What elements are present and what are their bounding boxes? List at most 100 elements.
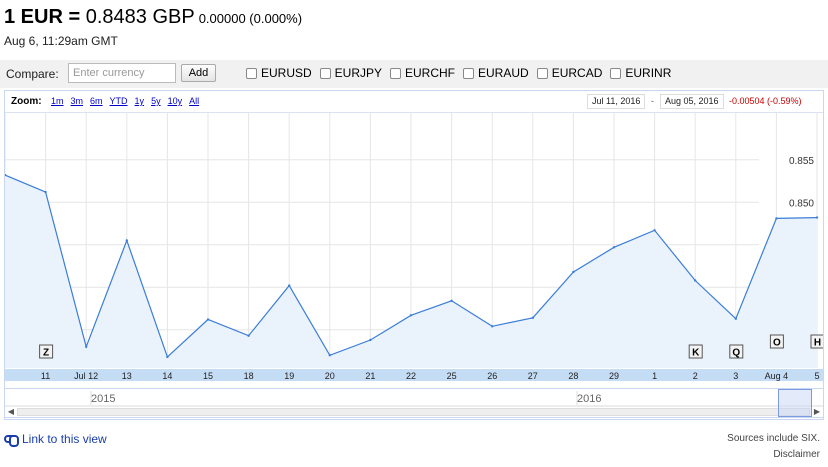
price-change: 0.00000 (0.000%)	[198, 11, 303, 26]
x-tick-label: 29	[609, 371, 619, 381]
compare-pair-eurchf[interactable]: EURCHF	[390, 66, 455, 80]
compare-pair-eurcad[interactable]: EURCAD	[536, 66, 603, 80]
compare-pair-eurjpy[interactable]: EURJPY	[319, 66, 383, 80]
event-marker-letter: O	[773, 338, 781, 349]
zoom-links: 1m 3m 6m YTD 1y 5y 10y All	[51, 96, 206, 106]
zoom-link-6m[interactable]: 6m	[90, 96, 103, 106]
x-tick-label: Aug 4	[765, 371, 789, 381]
y-tick-label: 0.850	[789, 198, 814, 209]
data-point	[450, 299, 453, 303]
range-separator: -	[651, 96, 654, 106]
data-point	[328, 354, 331, 357]
y-tick-label: 0.855	[789, 156, 814, 167]
event-marker-z[interactable]: Z	[39, 344, 54, 359]
compare-bar: Compare: Add EURUSDEURJPYEURCHFEURAUDEUR…	[0, 60, 828, 88]
data-point	[531, 316, 534, 320]
zoom-link-10y[interactable]: 10y	[167, 96, 183, 106]
compare-currency-input[interactable]	[68, 63, 176, 83]
data-point	[694, 279, 697, 282]
x-tick-label: 15	[203, 371, 213, 381]
zoom-bar: Zoom: 1m 3m 6m YTD 1y 5y 10y All Jul 11, 2016 -…	[5, 91, 823, 113]
range-end-field[interactable]: Aug 05, 2016	[660, 94, 724, 109]
event-marker-o[interactable]: O	[769, 334, 784, 349]
compare-pair-label: EURUSD	[261, 66, 312, 80]
data-point	[44, 190, 47, 194]
x-tick-label: 25	[447, 371, 457, 381]
x-tick-label: 26	[487, 371, 497, 381]
data-point	[369, 338, 372, 342]
data-point	[247, 334, 250, 337]
quote-timestamp: Aug 6, 11:29am GMT	[4, 34, 118, 48]
event-marker-letter: K	[692, 348, 700, 359]
price-lead: 1 EUR =	[4, 6, 81, 28]
checkbox-icon[interactable]	[610, 67, 622, 79]
event-marker-letter: Q	[732, 348, 740, 359]
range-change: -0.00504 (-0.59%)	[729, 96, 802, 106]
price-header: 1 EUR = 0.8483 GBP 0.00000 (0.000%)	[4, 6, 302, 29]
zoom-link-3m[interactable]: 3m	[70, 96, 84, 106]
compare-pair-eurinr[interactable]: EURINR	[610, 66, 671, 80]
data-point	[125, 239, 128, 242]
event-marker-letter: H	[814, 338, 821, 349]
checkbox-icon[interactable]	[536, 67, 548, 79]
data-point	[85, 345, 88, 348]
x-tick-label: 13	[122, 371, 132, 381]
data-point	[206, 318, 210, 321]
x-tick-label: 22	[406, 371, 416, 381]
compare-pair-eurusd[interactable]: EURUSD	[246, 66, 312, 80]
event-marker-k[interactable]: K	[688, 344, 703, 359]
zoom-link-1y[interactable]: 1y	[134, 96, 145, 106]
zoom-link-1m[interactable]: 1m	[51, 96, 64, 106]
data-point	[288, 284, 291, 287]
zoom-label: Zoom:	[11, 96, 42, 107]
event-marker-box	[729, 344, 744, 359]
x-tick-label: 3	[733, 371, 738, 381]
compare-pair-label: EURCAD	[551, 66, 603, 80]
checkbox-icon[interactable]	[246, 67, 257, 79]
event-marker-q[interactable]: Q	[729, 344, 744, 359]
data-point	[166, 355, 169, 359]
data-point	[775, 217, 778, 220]
add-currency-button[interactable]: Add	[181, 64, 216, 82]
compare-pair-label: EURCHF	[405, 66, 456, 80]
event-marker-box	[39, 344, 54, 359]
zoom-link-ytd[interactable]: YTD	[109, 96, 128, 106]
data-point	[612, 246, 616, 249]
data-point	[815, 216, 819, 219]
checkbox-icon[interactable]	[319, 67, 331, 79]
compare-pair-list: EURUSD EURJPY EURCHF EURAUD EURCAD EURINR	[246, 66, 679, 80]
zoom-link-5y[interactable]: 5y	[151, 96, 161, 106]
link-to-view-label: Link to this view	[22, 432, 107, 446]
checkbox-icon[interactable]	[390, 67, 402, 79]
data-point	[653, 229, 656, 232]
range-start-field[interactable]: Jul 11, 2016	[587, 94, 646, 109]
compare-pair-label: EURJPY	[334, 66, 383, 80]
navigator-selection-window[interactable]	[778, 389, 812, 417]
timeline-navigator[interactable]: 2015 2016 ◀ ▶	[4, 388, 824, 418]
sources-note: Sources include SIX.	[727, 433, 820, 444]
x-tick-label: 19	[284, 371, 294, 381]
checkbox-icon[interactable]	[463, 67, 475, 79]
navigator-sparkline	[5, 391, 823, 407]
zoom-link-all[interactable]: All	[189, 96, 200, 106]
x-tick-label: 5	[814, 371, 819, 381]
x-axis-band	[5, 369, 823, 381]
x-tick-label: 27	[528, 371, 538, 381]
disclaimer-link[interactable]: Disclaimer	[773, 449, 820, 460]
navigator-scroll-left-icon[interactable]: ◀	[7, 407, 15, 416]
data-point	[734, 317, 737, 320]
compare-pair-label: EURINR	[625, 66, 672, 80]
x-tick-label: 14	[162, 371, 172, 381]
link-to-view[interactable]: Link to this view	[4, 432, 107, 447]
compare-label: Compare:	[6, 67, 59, 81]
navigator-scrollbar[interactable]	[17, 408, 810, 416]
compare-pair-euraud[interactable]: EURAUD	[463, 66, 529, 80]
x-tick-label: 20	[325, 371, 335, 381]
event-marker-h[interactable]: H	[810, 334, 823, 349]
navigator-scroll-right-icon[interactable]: ▶	[813, 407, 821, 416]
x-tick-label: 1	[652, 371, 657, 381]
x-tick-label: 18	[244, 371, 254, 381]
x-tick-label: Jul 12	[74, 371, 98, 381]
x-tick-label: 11	[41, 371, 50, 381]
